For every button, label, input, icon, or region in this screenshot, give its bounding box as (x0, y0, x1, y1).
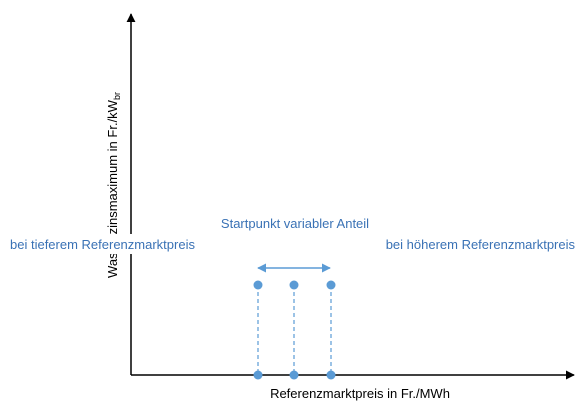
drop-lines (257, 285, 332, 375)
label-backing (8, 234, 264, 254)
label-backing (190, 212, 400, 232)
annotation-top: Startpunkt variabler Anteil (221, 216, 369, 231)
y-axis-label: Wasserzinsmaximum in Fr./kWbr (105, 92, 122, 278)
annotation-left: bei tieferem Referenzmarktpreis (10, 237, 195, 252)
x-axis-label: Referenzmarktpreis in Fr./MWh (270, 386, 450, 401)
annotation-right: bei höherem Referenzmarktpreis (386, 237, 576, 252)
points (253, 280, 336, 380)
